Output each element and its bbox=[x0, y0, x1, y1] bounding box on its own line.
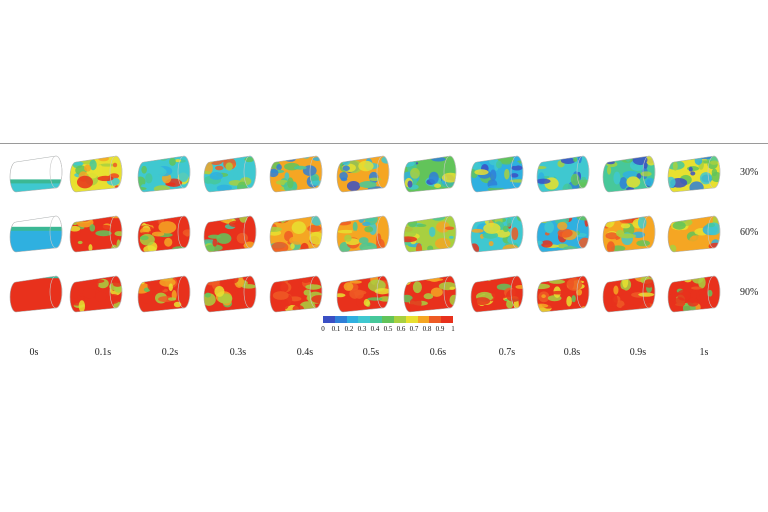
simulation-cell bbox=[335, 152, 391, 194]
colorbar-swatch bbox=[429, 316, 442, 323]
simulation-cell bbox=[8, 212, 64, 254]
simulation-cell bbox=[268, 212, 324, 254]
time-label-0.8s: 0.8s bbox=[563, 347, 581, 358]
colorbar-gradient bbox=[323, 316, 453, 323]
time-label-0.1s: 0.1s bbox=[94, 347, 112, 358]
colorbar-tick-label: 0.1 bbox=[331, 325, 341, 333]
simulation-cell bbox=[469, 212, 525, 254]
row-label-90: 90% bbox=[740, 287, 759, 298]
simulation-cell bbox=[136, 152, 192, 194]
simulation-cell bbox=[202, 152, 258, 194]
simulation-cell bbox=[8, 272, 64, 314]
colorbar-swatch bbox=[370, 316, 383, 323]
colorbar-swatch bbox=[346, 316, 359, 323]
colorbar-swatch bbox=[358, 316, 371, 323]
simulation-cell bbox=[666, 212, 722, 254]
colorbar-tick-label: 1 bbox=[451, 325, 455, 333]
colorbar-swatch bbox=[405, 316, 418, 323]
time-label-0.6s: 0.6s bbox=[429, 347, 447, 358]
simulation-cell bbox=[535, 152, 591, 194]
colorbar-tick-label: 0.8 bbox=[422, 325, 432, 333]
time-label-1s: 1s bbox=[699, 347, 709, 358]
time-label-0.5s: 0.5s bbox=[362, 347, 380, 358]
colorbar-tick-label: 0.2 bbox=[344, 325, 354, 333]
time-label-0.2s: 0.2s bbox=[161, 347, 179, 358]
simulation-cell bbox=[469, 272, 525, 314]
colorbar-tick-label: 0.5 bbox=[383, 325, 393, 333]
simulation-cell bbox=[68, 152, 124, 194]
simulation-cell bbox=[8, 152, 64, 194]
colorbar-swatch bbox=[323, 316, 335, 323]
time-label-0.7s: 0.7s bbox=[498, 347, 516, 358]
colorbar-swatch bbox=[382, 316, 394, 323]
simulation-cell bbox=[268, 272, 324, 314]
simulation-cell bbox=[268, 152, 324, 194]
simulation-cell bbox=[402, 212, 458, 254]
colorbar-ticks: 0 0.1 0.2 0.3 0.4 0.5 0.6 0.7 0.8 0.9 1 bbox=[321, 325, 460, 337]
time-label-0.9s: 0.9s bbox=[629, 347, 647, 358]
row-label-60: 60% bbox=[740, 227, 759, 238]
simulation-cell bbox=[535, 212, 591, 254]
simulation-cell bbox=[402, 272, 458, 314]
colorbar: 0 0.1 0.2 0.3 0.4 0.5 0.6 0.7 0.8 0.9 1 bbox=[321, 316, 460, 340]
simulation-cell bbox=[402, 152, 458, 194]
colorbar-swatch bbox=[441, 316, 453, 323]
colorbar-swatch bbox=[393, 316, 406, 323]
row-label-30: 30% bbox=[740, 167, 759, 178]
simulation-cell bbox=[666, 152, 722, 194]
simulation-cell bbox=[136, 212, 192, 254]
simulation-cell bbox=[535, 272, 591, 314]
simulation-cell bbox=[601, 152, 657, 194]
colorbar-tick-label: 0.4 bbox=[370, 325, 380, 333]
simulation-cell bbox=[335, 272, 391, 314]
simulation-cell bbox=[136, 272, 192, 314]
simulation-cell bbox=[469, 152, 525, 194]
simulation-cell bbox=[202, 272, 258, 314]
simulation-cell bbox=[68, 272, 124, 314]
colorbar-tick-label: 0.6 bbox=[396, 325, 406, 333]
colorbar-tick-label: 0.9 bbox=[435, 325, 445, 333]
colorbar-tick-label: 0 bbox=[321, 325, 325, 333]
time-label-0.3s: 0.3s bbox=[229, 347, 247, 358]
colorbar-swatch bbox=[334, 316, 347, 323]
time-label-0.4s: 0.4s bbox=[296, 347, 314, 358]
simulation-cell bbox=[335, 212, 391, 254]
simulation-cell bbox=[601, 212, 657, 254]
simulation-cell bbox=[202, 212, 258, 254]
colorbar-tick-label: 0.3 bbox=[357, 325, 367, 333]
simulation-cell bbox=[68, 212, 124, 254]
time-label-0s: 0s bbox=[29, 347, 39, 358]
top-divider bbox=[0, 143, 768, 144]
colorbar-tick-label: 0.7 bbox=[409, 325, 419, 333]
simulation-cell bbox=[666, 272, 722, 314]
simulation-cell bbox=[601, 272, 657, 314]
colorbar-swatch bbox=[417, 316, 430, 323]
